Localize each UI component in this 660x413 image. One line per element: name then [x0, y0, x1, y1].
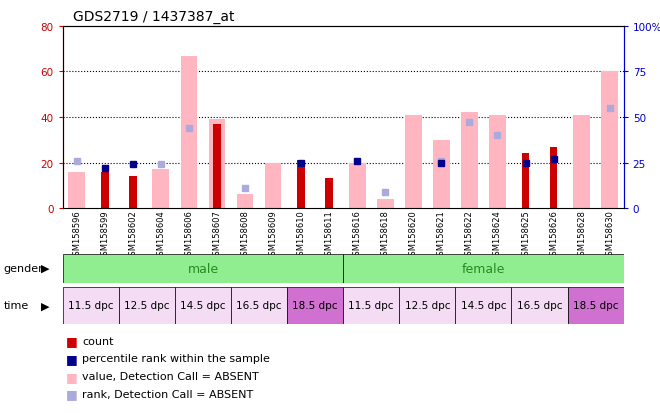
Bar: [377, 199, 393, 209]
Text: 16.5 dpc: 16.5 dpc: [236, 301, 282, 311]
Bar: [512, 287, 568, 324]
Bar: [433, 140, 449, 209]
Bar: [265, 163, 281, 209]
Bar: [522, 154, 529, 209]
Text: 14.5 dpc: 14.5 dpc: [461, 301, 506, 311]
Bar: [213, 125, 220, 209]
Text: rank, Detection Call = ABSENT: rank, Detection Call = ABSENT: [82, 389, 253, 399]
Text: 16.5 dpc: 16.5 dpc: [517, 301, 562, 311]
Bar: [601, 72, 618, 209]
Bar: [325, 179, 333, 209]
Text: ■: ■: [66, 387, 78, 401]
Bar: [399, 287, 455, 324]
Text: percentile rank within the sample: percentile rank within the sample: [82, 354, 271, 363]
Text: 18.5 dpc: 18.5 dpc: [292, 301, 338, 311]
Text: ▶: ▶: [41, 301, 50, 311]
Text: 18.5 dpc: 18.5 dpc: [573, 301, 618, 311]
Text: ■: ■: [66, 334, 78, 347]
Bar: [298, 161, 305, 209]
Bar: [573, 115, 590, 209]
Text: ■: ■: [66, 352, 78, 365]
Bar: [455, 287, 512, 324]
Bar: [343, 254, 624, 283]
Bar: [119, 287, 175, 324]
Text: 12.5 dpc: 12.5 dpc: [124, 301, 170, 311]
Text: GDS2719 / 1437387_at: GDS2719 / 1437387_at: [73, 10, 234, 24]
Text: female: female: [462, 262, 505, 275]
Text: value, Detection Call = ABSENT: value, Detection Call = ABSENT: [82, 371, 259, 381]
Text: gender: gender: [3, 263, 43, 273]
Text: time: time: [3, 301, 28, 311]
Text: count: count: [82, 336, 114, 346]
Bar: [152, 170, 169, 209]
Bar: [231, 287, 287, 324]
Text: 11.5 dpc: 11.5 dpc: [348, 301, 394, 311]
Bar: [63, 254, 343, 283]
Text: 14.5 dpc: 14.5 dpc: [180, 301, 226, 311]
Bar: [236, 195, 253, 209]
Bar: [287, 287, 343, 324]
Bar: [209, 120, 225, 209]
Bar: [69, 172, 85, 209]
Text: male: male: [187, 262, 218, 275]
Bar: [348, 163, 366, 209]
Text: 12.5 dpc: 12.5 dpc: [405, 301, 450, 311]
Bar: [101, 172, 108, 209]
Text: ■: ■: [66, 370, 78, 383]
Bar: [175, 287, 231, 324]
Bar: [180, 56, 197, 209]
Text: 11.5 dpc: 11.5 dpc: [68, 301, 114, 311]
Bar: [489, 115, 506, 209]
Bar: [405, 115, 422, 209]
Bar: [461, 113, 478, 209]
Bar: [63, 287, 119, 324]
Bar: [343, 287, 399, 324]
Text: ▶: ▶: [41, 263, 50, 273]
Bar: [550, 147, 557, 209]
Bar: [129, 177, 137, 209]
Bar: [568, 287, 624, 324]
